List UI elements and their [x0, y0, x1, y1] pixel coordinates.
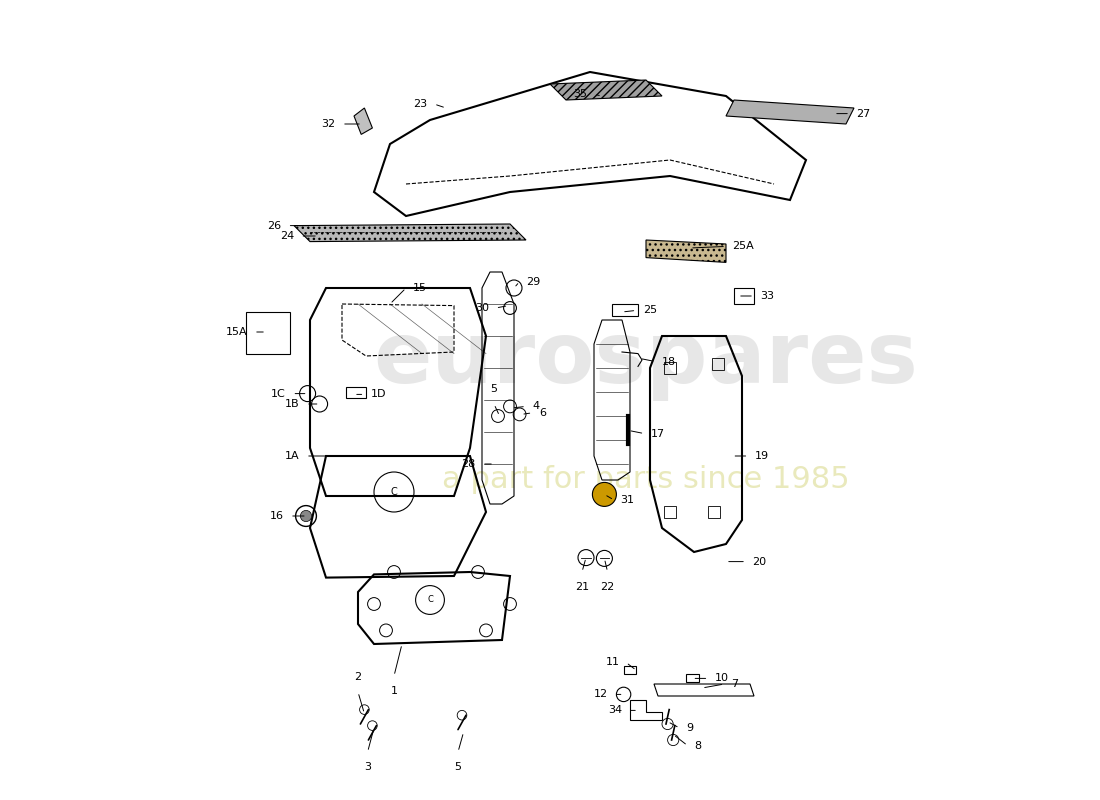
Text: 25: 25 — [642, 306, 657, 315]
Text: 16: 16 — [270, 511, 284, 521]
Bar — [712, 358, 725, 370]
Text: C: C — [390, 487, 397, 497]
Text: 1D: 1D — [371, 390, 386, 399]
Text: 33: 33 — [760, 291, 774, 301]
Bar — [707, 506, 721, 518]
Bar — [663, 506, 676, 518]
Text: 17: 17 — [651, 429, 664, 438]
Circle shape — [593, 482, 616, 506]
Text: 15A: 15A — [226, 327, 248, 337]
Text: 27: 27 — [857, 109, 871, 118]
Text: 28: 28 — [461, 459, 475, 469]
Text: 24: 24 — [279, 231, 294, 241]
Text: 21: 21 — [575, 582, 590, 592]
Text: 11: 11 — [606, 658, 619, 667]
Polygon shape — [550, 80, 662, 100]
Text: 5: 5 — [454, 762, 462, 771]
Text: 30: 30 — [475, 303, 490, 313]
Text: 34: 34 — [608, 706, 622, 715]
Text: 12: 12 — [594, 690, 607, 699]
Text: 25A: 25A — [733, 242, 755, 251]
Text: 32: 32 — [321, 119, 336, 129]
Polygon shape — [294, 224, 526, 242]
Text: 2: 2 — [354, 672, 362, 682]
Polygon shape — [354, 108, 373, 134]
Text: 22: 22 — [601, 582, 615, 592]
Text: 10: 10 — [715, 674, 729, 683]
Text: C: C — [427, 595, 433, 605]
Text: 18: 18 — [662, 357, 676, 366]
Text: 15: 15 — [412, 283, 427, 293]
Bar — [624, 666, 637, 674]
Text: 1B: 1B — [285, 399, 299, 409]
Text: 23: 23 — [414, 99, 428, 109]
Bar — [346, 387, 366, 398]
Text: 9: 9 — [686, 723, 693, 733]
Text: 7: 7 — [730, 679, 738, 689]
Bar — [663, 362, 676, 374]
Polygon shape — [726, 100, 854, 124]
Text: 8: 8 — [694, 741, 701, 750]
Text: 6: 6 — [539, 408, 546, 418]
Text: 1C: 1C — [272, 389, 286, 398]
Text: 19: 19 — [755, 451, 769, 461]
Circle shape — [300, 510, 311, 522]
Text: 3: 3 — [364, 762, 371, 771]
Text: 5: 5 — [491, 384, 497, 394]
Text: 35: 35 — [573, 90, 587, 99]
Text: 31: 31 — [620, 495, 635, 505]
Text: 29: 29 — [526, 277, 540, 286]
Text: 20: 20 — [752, 557, 767, 566]
Text: 26: 26 — [267, 221, 282, 230]
Text: 4: 4 — [532, 402, 539, 411]
Text: 1A: 1A — [285, 451, 299, 461]
Text: a part for parts since 1985: a part for parts since 1985 — [442, 466, 850, 494]
Text: eurospares: eurospares — [374, 318, 918, 402]
Bar — [686, 674, 698, 682]
Text: 1: 1 — [390, 686, 397, 695]
Polygon shape — [646, 240, 726, 262]
